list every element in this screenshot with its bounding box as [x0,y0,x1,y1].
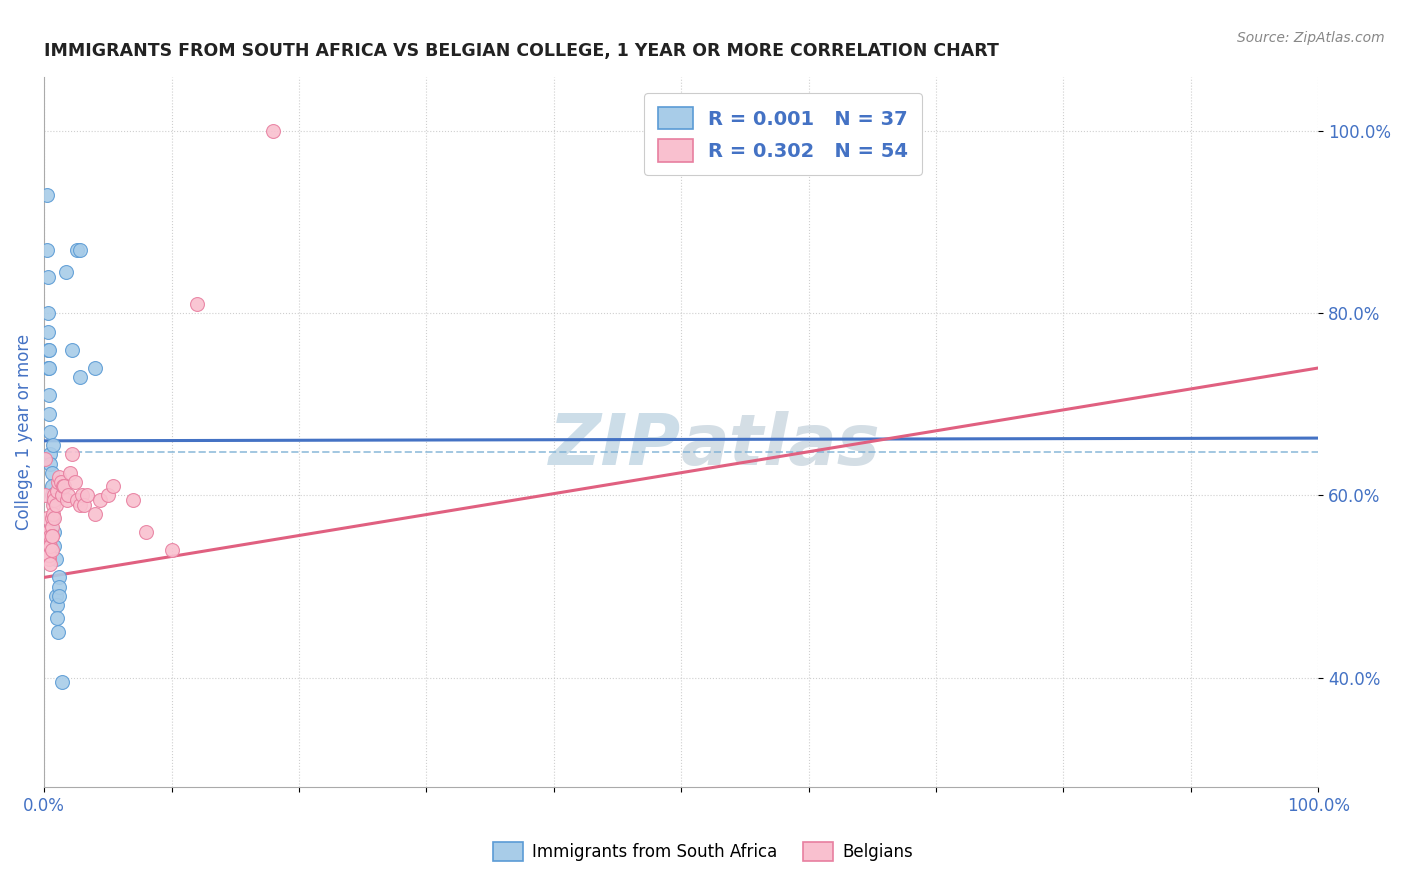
Point [42,511,65,525]
Point [46,625,69,640]
Point [58,466,80,480]
Point [44,488,66,502]
Point [48,580,70,594]
Point [135,524,157,539]
Point [44,524,66,539]
Point [39,557,62,571]
Point [186,297,208,311]
Point [262,124,284,138]
Point [37,343,59,357]
Point [38,361,60,376]
Point [51,675,73,690]
Point [42,493,65,508]
Point [48,589,70,603]
Point [38,388,60,402]
Point [37,533,59,548]
Point [45,611,67,625]
Point [45,598,67,612]
Point [69,498,91,512]
Point [39,457,62,471]
Point [42,507,65,521]
Point [39,539,62,553]
Point [60,343,83,357]
Point [42,498,65,512]
Point [72,488,94,502]
Point [101,479,124,493]
Point [45,552,67,566]
Point [41,466,63,480]
Text: IMMIGRANTS FROM SOUTH AFRICA VS BELGIAN COLLEGE, 1 YEAR OR MORE CORRELATION CHAR: IMMIGRANTS FROM SOUTH AFRICA VS BELGIAN … [44,42,1000,60]
Point [38,533,60,548]
Point [48,470,70,484]
Point [72,498,94,512]
Point [55,265,77,279]
Point [35,243,58,257]
Y-axis label: College, 1 year or more: College, 1 year or more [15,334,32,530]
Point [37,548,59,562]
Point [37,306,59,320]
Point [45,589,67,603]
Point [35,524,58,539]
Point [66,493,89,508]
Point [37,524,59,539]
Point [48,570,70,584]
Text: Source: ZipAtlas.com: Source: ZipAtlas.com [1237,31,1385,45]
Point [37,361,59,376]
Point [42,438,65,452]
Point [44,539,66,553]
Point [41,529,63,543]
Point [60,448,83,462]
Point [41,511,63,525]
Point [52,479,75,493]
Point [35,539,58,553]
Point [37,269,59,284]
Point [38,407,60,421]
Point [53,479,76,493]
Point [56,493,79,508]
Point [39,448,62,462]
Point [76,488,98,502]
Point [63,475,86,489]
Point [38,548,60,562]
Point [84,507,107,521]
Point [39,425,62,439]
Point [97,488,120,502]
Point [37,543,59,558]
Point [49,475,72,489]
Point [41,529,63,543]
Point [35,188,58,202]
Point [44,493,66,508]
Legend: R = 0.001   N = 37, R = 0.302   N = 54: R = 0.001 N = 37, R = 0.302 N = 54 [644,94,922,176]
Point [38,552,60,566]
Text: ZIP: ZIP [548,411,681,481]
Point [45,483,67,498]
Point [46,475,69,489]
Point [89,493,111,508]
Point [34,452,56,467]
Point [66,243,89,257]
Point [58,488,80,502]
Point [39,529,62,543]
Point [84,361,107,376]
Legend: Immigrants from South Africa, Belgians: Immigrants from South Africa, Belgians [486,835,920,868]
Point [51,488,73,502]
Text: atlas: atlas [681,411,882,481]
Point [38,343,60,357]
Point [122,493,145,508]
Point [35,511,58,525]
Point [45,498,67,512]
Point [41,479,63,493]
Point [38,548,60,562]
Point [41,488,63,502]
Point [44,511,66,525]
Point [69,243,91,257]
Point [37,325,59,339]
Point [41,543,63,558]
Point [41,520,63,534]
Point [69,370,91,384]
Point [34,488,56,502]
Point [38,539,60,553]
Point [160,543,183,558]
